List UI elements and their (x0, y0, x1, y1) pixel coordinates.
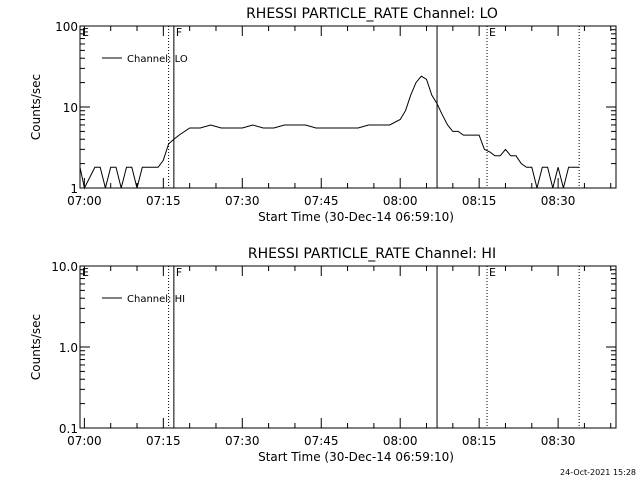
x-tick-label: 07:15 (146, 434, 181, 448)
panel-hi: RHESSI PARTICLE_RATE Channel: HI 07:00 07:… (29, 246, 617, 464)
x-tick-label: 07:00 (67, 194, 102, 208)
marker-label: E (489, 266, 496, 279)
y-axis-label: Counts/sec (29, 74, 43, 140)
x-tick-label: 08:15 (462, 434, 497, 448)
x-tick-label: 08:00 (383, 194, 418, 208)
y-axis-label: Counts/sec (29, 314, 43, 380)
x-tick-label: 07:15 (146, 194, 181, 208)
x-tick-label: 07:45 (304, 434, 339, 448)
x-tick-label: 07:30 (225, 434, 260, 448)
y-tick-label: 100 (55, 20, 78, 34)
legend-label: Channel: LO (127, 54, 188, 65)
marker-label: E (489, 26, 496, 39)
y-tick-label: 1 (70, 182, 78, 196)
plot-frame (79, 265, 617, 429)
series-line (79, 75, 580, 190)
chart-title: RHESSI PARTICLE_RATE Channel: LO (246, 6, 498, 22)
x-tick-label: 07:45 (304, 194, 339, 208)
footer-timestamp: 24-Oct-2021 15:28 (560, 468, 636, 477)
chart-title: RHESSI PARTICLE_RATE Channel: HI (248, 246, 496, 262)
x-tick-label: 07:00 (67, 434, 102, 448)
x-tick-label: 08:00 (383, 434, 418, 448)
x-tick-label: 07:30 (225, 194, 260, 208)
x-axis-label: Start Time (30-Dec-14 06:59:10) (258, 450, 454, 464)
corner-marker-label: E (82, 26, 89, 39)
x-axis-label: Start Time (30-Dec-14 06:59:10) (258, 210, 454, 224)
y-tick-label: 1.0 (59, 341, 78, 355)
corner-marker-label: E (82, 266, 89, 279)
y-tick-label: 0.1 (59, 422, 78, 436)
marker-label: F (176, 26, 182, 39)
marker-label: F (176, 266, 182, 279)
panel-lo: RHESSI PARTICLE_RATE Channel: LO 07:00 07:… (29, 6, 617, 224)
x-tick-label: 08:30 (541, 434, 576, 448)
x-tick-label: 08:30 (541, 194, 576, 208)
y-tick-label: 10 (63, 101, 78, 115)
legend-label: Channel: HI (127, 294, 185, 305)
y-tick-label: 10.0 (51, 260, 78, 274)
x-tick-label: 08:15 (462, 194, 497, 208)
